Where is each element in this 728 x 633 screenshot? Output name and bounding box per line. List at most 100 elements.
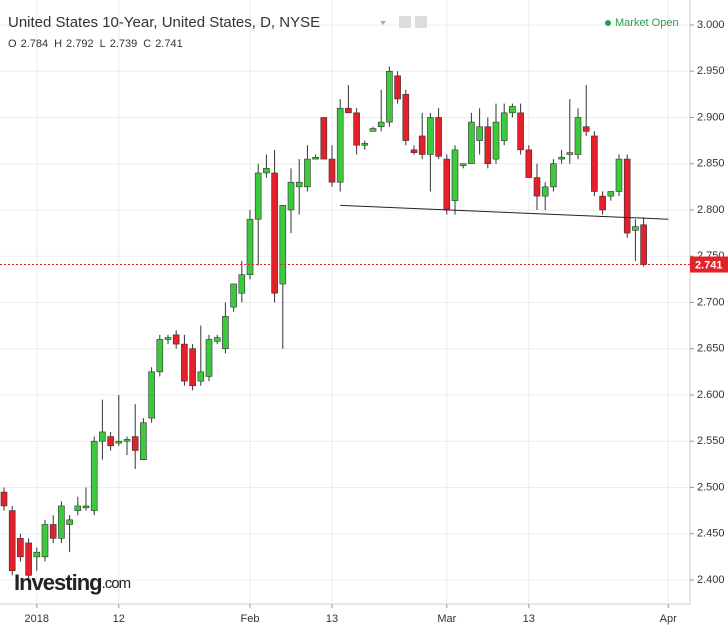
candle-body — [189, 348, 196, 387]
candle-body — [492, 121, 500, 160]
candle-body — [533, 177, 541, 197]
y-tick-label: 2.850 — [697, 158, 725, 170]
candle-body — [607, 191, 615, 197]
x-tick-label: 13 — [523, 613, 535, 625]
candle-body — [336, 107, 344, 183]
settings-icon — [415, 16, 427, 28]
candle-body — [418, 135, 426, 155]
candle-body — [156, 339, 164, 373]
candle-body — [58, 505, 65, 539]
title-dropdown — [380, 21, 386, 25]
candle-body — [369, 128, 377, 132]
candle-body — [500, 112, 508, 141]
candle-body — [90, 440, 98, 511]
candle-body — [213, 337, 221, 342]
candle-body — [550, 163, 557, 188]
candle-body — [435, 117, 442, 157]
candle-body — [320, 117, 328, 160]
candle-body — [17, 538, 24, 558]
candle-body — [33, 551, 41, 558]
candle-body — [353, 112, 360, 146]
candle-body — [574, 117, 582, 155]
candle-body — [238, 274, 246, 294]
candle-body — [468, 121, 475, 165]
candle-body — [558, 156, 565, 160]
candle-body — [632, 226, 639, 231]
y-tick-label: 2.900 — [697, 111, 725, 123]
candle-body — [197, 371, 205, 382]
y-tick-label: 2.650 — [697, 343, 725, 355]
candle-body — [386, 70, 393, 123]
candle-body — [181, 343, 188, 382]
y-tick-label: 2.450 — [697, 528, 725, 540]
candle-body — [74, 505, 82, 511]
candle-body — [107, 436, 114, 447]
last-price-label: 2.741 — [695, 259, 723, 271]
status-dot — [605, 20, 611, 26]
candle-body — [66, 519, 73, 525]
candle-body — [41, 524, 49, 558]
candle-body — [254, 172, 262, 220]
candle-body — [394, 75, 401, 100]
y-tick-label: 2.800 — [697, 204, 725, 216]
candle-body — [279, 205, 287, 285]
candle-body — [312, 156, 319, 160]
ohlc-label: C — [143, 38, 151, 50]
candle-body — [591, 135, 598, 192]
ohlc-label: L — [100, 38, 106, 50]
candle-body — [82, 505, 90, 509]
y-tick-label: 3.000 — [697, 19, 725, 31]
ohlc-value: 2.739 — [110, 38, 138, 50]
candle-body — [615, 158, 623, 192]
candle-body — [345, 107, 352, 114]
candle-body — [25, 542, 32, 576]
y-tick-label: 2.950 — [697, 65, 725, 77]
candle-body — [287, 181, 295, 211]
candle-body — [263, 168, 270, 174]
candle-body — [623, 158, 631, 234]
ohlc-value: 2.792 — [66, 38, 94, 50]
candle-body — [99, 431, 106, 442]
candle-body — [8, 510, 16, 572]
market-status: Market Open — [615, 17, 679, 29]
ohlc-label: O — [8, 38, 17, 50]
logo: Investing.com — [14, 570, 131, 595]
candle-body — [541, 186, 549, 197]
y-tick-label: 2.700 — [697, 296, 725, 308]
candle-body — [640, 224, 647, 265]
candle-body — [361, 143, 369, 146]
candle-body — [0, 491, 8, 507]
chart-title: United States 10-Year, United States, D,… — [8, 14, 320, 31]
trendline — [340, 204, 669, 220]
candle-body — [517, 112, 524, 151]
candle-body — [49, 524, 57, 539]
ohlc-value: 2.784 — [21, 38, 49, 50]
candle-body — [123, 439, 131, 442]
ohlc-value: 2.741 — [155, 38, 183, 50]
y-tick-label: 2.550 — [697, 435, 725, 447]
x-tick-label: Feb — [241, 613, 260, 625]
candle-body — [140, 422, 147, 461]
last-price-box — [690, 256, 728, 273]
x-tick-label: Mar — [437, 613, 456, 625]
candle-body — [484, 126, 492, 165]
candle-body — [476, 126, 483, 141]
candle-body — [246, 218, 254, 276]
y-tick-label: 2.500 — [697, 481, 725, 493]
ohlc-label: H — [54, 38, 62, 50]
candle-body — [295, 181, 303, 188]
x-tick-label: 2018 — [25, 613, 49, 625]
candle-body — [328, 158, 336, 183]
candle-body — [451, 149, 459, 202]
x-tick-label: 13 — [326, 613, 338, 625]
candle-body — [164, 337, 172, 340]
candle-body — [582, 126, 590, 132]
y-tick-label: 2.600 — [697, 389, 725, 401]
candle-body — [402, 94, 410, 141]
candle-body — [509, 106, 516, 114]
candle-body — [566, 152, 574, 155]
candle-body — [172, 334, 180, 345]
candle-body — [230, 283, 237, 308]
x-tick-label: Apr — [660, 613, 677, 625]
